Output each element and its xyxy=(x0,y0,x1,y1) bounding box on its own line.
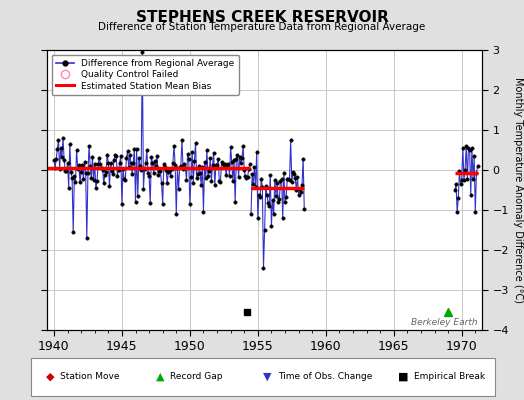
Text: Record Gap: Record Gap xyxy=(170,372,223,381)
Text: ■: ■ xyxy=(398,372,409,382)
Legend: Difference from Regional Average, Quality Control Failed, Estimated Station Mean: Difference from Regional Average, Qualit… xyxy=(52,54,239,95)
Text: STEPHENS CREEK RESERVOIR: STEPHENS CREEK RESERVOIR xyxy=(136,10,388,25)
Text: Time of Obs. Change: Time of Obs. Change xyxy=(278,372,372,381)
Text: Difference of Station Temperature Data from Regional Average: Difference of Station Temperature Data f… xyxy=(99,22,425,32)
Text: Station Move: Station Move xyxy=(60,372,120,381)
Text: ▲: ▲ xyxy=(156,372,164,382)
Text: ◆: ◆ xyxy=(46,372,54,382)
Text: Berkeley Earth: Berkeley Earth xyxy=(411,318,478,327)
Y-axis label: Monthly Temperature Anomaly Difference (°C): Monthly Temperature Anomaly Difference (… xyxy=(513,77,523,303)
Text: Empirical Break: Empirical Break xyxy=(414,372,485,381)
Text: ▼: ▼ xyxy=(263,372,271,382)
